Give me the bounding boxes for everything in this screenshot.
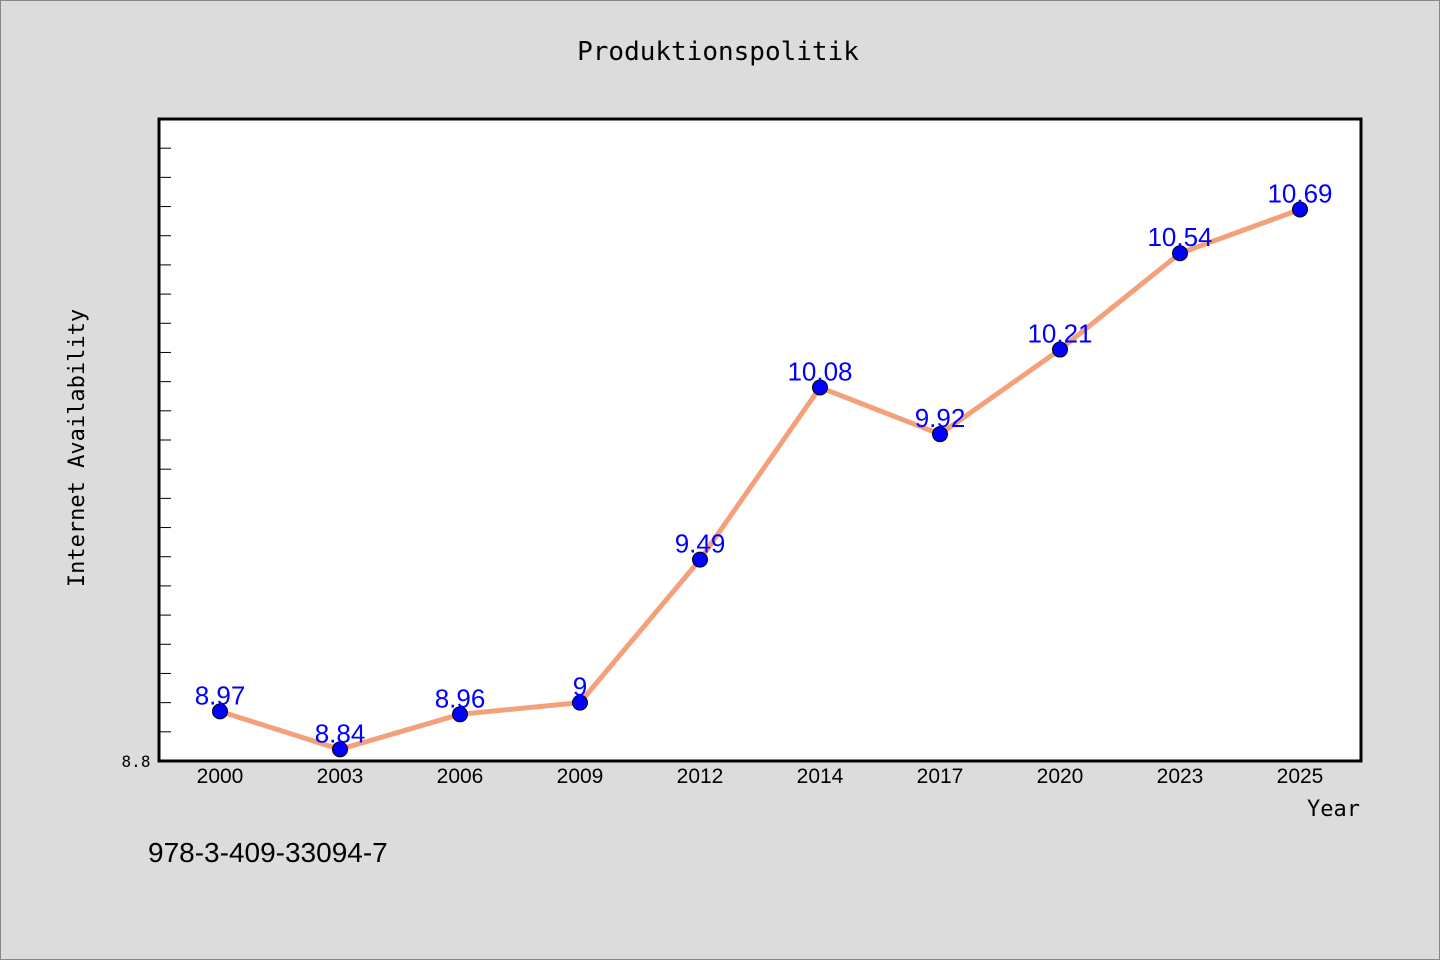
x-tick-label: 2025: [1277, 765, 1324, 788]
data-point: [452, 706, 468, 723]
data-label: 10.69: [1267, 178, 1332, 208]
data-label: 10.21: [1027, 319, 1092, 349]
data-point: [932, 426, 948, 443]
data-label: 8.84: [315, 718, 366, 748]
data-point: [1292, 201, 1308, 218]
data-label: 8.96: [435, 683, 486, 713]
data-label: 9: [573, 672, 587, 702]
data-point: [1172, 245, 1188, 262]
x-axis-label: Year: [1307, 797, 1360, 822]
x-tick-label: 2000: [197, 765, 244, 788]
plot-area: [157, 117, 1363, 763]
x-axis-ticks: 2000 2003 2006 2009 2012 2014 2017 2020 2023 2025: [197, 765, 1324, 788]
data-point: [212, 703, 228, 720]
y-axis-label: Internet Availability: [65, 309, 90, 587]
footer-isbn: 978-3-409-33094-7: [148, 837, 388, 868]
x-tick-label: 2017: [917, 765, 964, 788]
data-point: [572, 694, 588, 711]
x-tick-label: 2020: [1037, 765, 1084, 788]
data-label: 8.97: [195, 680, 246, 710]
series-markers: [212, 201, 1308, 758]
y-axis-ticks: [159, 147, 171, 733]
data-labels: 8.97 8.84 8.96 9 9.49 10.08 9.92 10.21 10.54 10.6…: [195, 178, 1333, 748]
data-label: 9.92: [915, 403, 966, 433]
data-label: 10.08: [787, 356, 852, 386]
x-tick-label: 2023: [1157, 765, 1204, 788]
data-point: [812, 379, 828, 396]
y-tick-label-min: 8.8: [122, 752, 151, 771]
series-line: [219, 207, 1301, 752]
x-tick-label: 2003: [317, 765, 364, 788]
x-tick-label: 2006: [437, 765, 484, 788]
x-tick-label: 2014: [797, 765, 844, 788]
data-point: [692, 551, 708, 568]
data-point: [332, 741, 348, 758]
data-label: 10.54: [1147, 222, 1212, 252]
data-point: [1052, 341, 1068, 358]
x-tick-label: 2009: [557, 765, 604, 788]
x-tick-label: 2012: [677, 765, 724, 788]
chart-title: Produktionspolitik: [577, 37, 859, 67]
data-label: 9.49: [675, 529, 726, 559]
